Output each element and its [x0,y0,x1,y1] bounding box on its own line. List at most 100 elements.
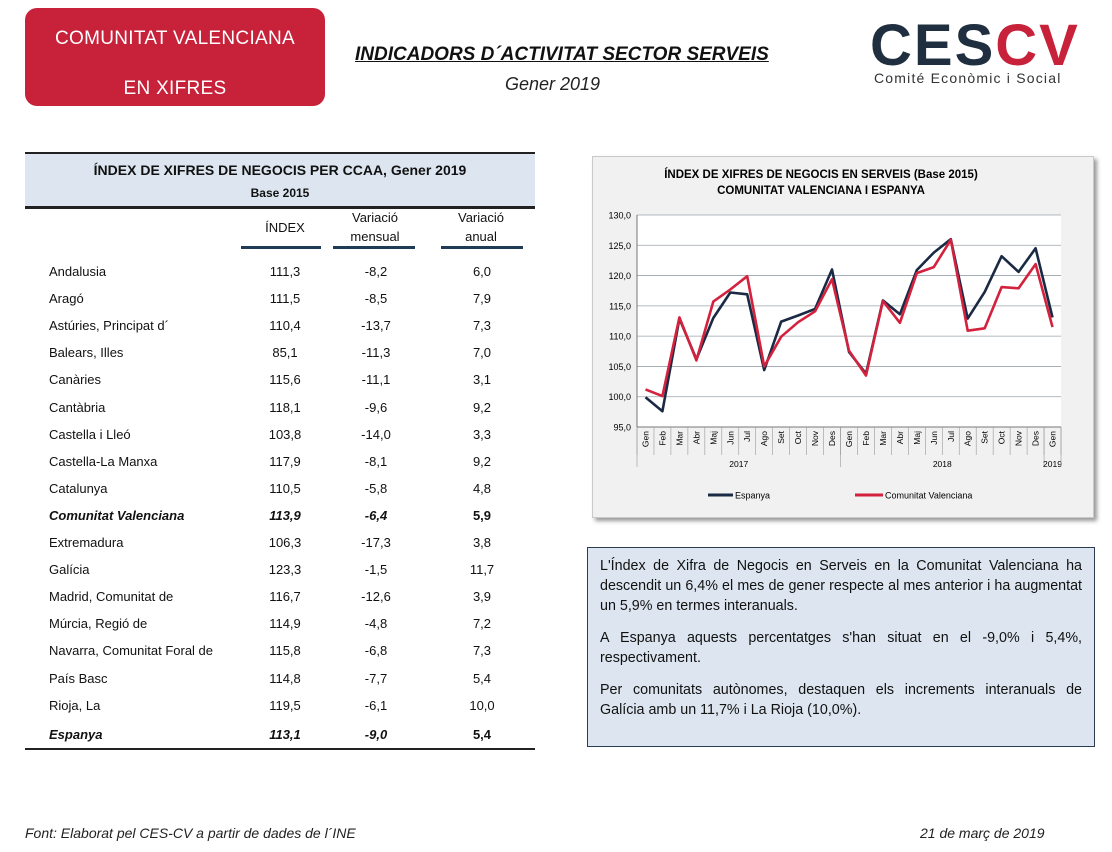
row-annual-change: 7,9 [472,291,492,307]
row-monthly-change: -12,6 [361,589,391,605]
y-tick-label: 130,0 [608,211,631,221]
row-index: 119,5 [269,697,301,713]
col-header-index: ÍNDEX [265,220,305,235]
table-row: Aragó 111,5 -8,5 7,9 [25,285,535,312]
x-tick-label: Des [827,431,837,446]
row-index: 113,9 [269,507,301,523]
col-header-mensual-line1: Variació [351,210,398,225]
table-row: Extremadura 106,3 -17,3 3,8 [25,529,535,556]
table-row: Madrid, Comunitat de 116,7 -12,6 3,9 [25,583,535,610]
table-bottom-rule [25,748,535,750]
table-row: Rioja, La 119,5 -6,1 10,0 [25,692,535,719]
row-monthly-change: -9,0 [364,726,388,742]
table-row: Cantàbria 118,1 -9,6 9,2 [25,394,535,421]
table-row: Navarra, Comunitat Foral de 115,8 -6,8 7,3 [25,637,535,664]
row-index: 115,6 [269,372,301,388]
row-index: 110,5 [269,480,301,496]
x-tick-label: Oct [793,430,803,444]
ces-cv-logo: CESCV Comité Econòmic i Social [870,13,1100,88]
row-monthly-change: -9,6 [364,399,388,415]
row-monthly-change: -4,8 [364,616,388,632]
row-annual-change: 5,4 [472,726,492,742]
row-index: 110,4 [269,318,301,334]
col-header-anual-line1: Variació [457,210,504,225]
row-name: Rioja, La [49,697,101,713]
badge-line-1: COMUNITAT VALENCIANA [54,28,295,49]
x-tick-label: Gen [640,431,650,447]
col-underline [333,246,415,249]
y-tick-label: 105,0 [608,362,631,372]
row-monthly-change: -5,8 [364,480,388,496]
row-annual-change: 11,7 [469,562,495,578]
row-monthly-change: -17,3 [361,535,391,550]
x-tick-label: Maj [708,431,718,445]
row-name: Navarra, Comunitat Foral de [49,643,214,659]
row-index: 116,7 [269,589,301,605]
row-monthly-change: -6,1 [364,697,388,713]
row-name: Cantàbria [49,399,106,415]
row-monthly-change: -14,0 [361,426,391,442]
row-name: Madrid, Comunitat de [49,589,174,605]
row-name: País Basc [49,670,108,686]
col-header-mensual-line2: mensual [350,229,400,244]
row-annual-change: 5,9 [472,507,492,523]
x-tick-label: Jun [725,431,735,445]
row-name: Balears, Illes [49,345,124,361]
x-tick-label: Abr [691,431,701,444]
row-name: Extremadura [49,535,124,550]
table-row: Comunitat Valenciana 113,9 -6,4 5,9 [25,502,535,529]
row-index: 115,8 [269,643,301,659]
x-tick-label: Mar [878,431,888,446]
x-tick-label: Gen [844,431,854,447]
row-index: 114,9 [269,616,301,632]
row-annual-change: 5,4 [472,670,492,686]
table-row: Astúries, Principat d´ 110,4 -13,7 7,3 [25,312,535,339]
x-tick-label: Mar [674,431,684,446]
row-index: 114,8 [269,670,301,686]
x-tick-label: Jun [929,431,939,445]
x-tick-label: Ago [759,431,769,446]
row-index: 111,5 [269,291,301,307]
row-name: Catalunya [49,480,108,496]
x-tick-label: Feb [861,431,871,446]
row-annual-change: 10,0 [469,697,495,713]
table-row: Castella-La Manxa 117,9 -8,1 9,2 [25,448,535,475]
x-tick-label: Nov [810,430,820,446]
y-tick-label: 110,0 [609,332,631,342]
table-header: ÍNDEX DE XIFRES DE NEGOCIS PER CCAA, Gen… [25,152,535,209]
row-index: 85,1 [272,345,298,361]
x-tick-label: Oct [997,430,1007,444]
row-index: 103,8 [268,426,302,442]
x-tick-label: Ago [963,431,973,446]
table-row: Catalunya 110,5 -5,8 4,8 [25,475,535,502]
row-name: Canàries [49,372,102,388]
ccaa-table: ÍNDEX DE XIFRES DE NEGOCIS PER CCAA, Gen… [25,152,535,742]
note-paragraph: L'Índex de Xifra de Negocis en Serveis e… [600,558,1082,614]
row-monthly-change: -6,4 [364,507,388,523]
row-name: Astúries, Principat d´ [49,318,169,334]
row-monthly-change: -11,1 [361,372,391,388]
row-name: Aragó [49,291,84,307]
table-row: Balears, Illes 85,1 -11,3 7,0 [25,339,535,366]
table-row: Múrcia, Regió de 114,9 -4,8 7,2 [25,610,535,637]
row-annual-change: 4,8 [472,480,492,496]
line-chart-panel: ÍNDEX DE XIFRES DE NEGOCIS EN SERVEIS (B… [592,156,1094,518]
chart-subtitle: COMUNITAT VALENCIANA I ESPANYA [717,185,925,197]
table-row: País Basc 114,8 -7,7 5,4 [25,665,535,692]
table-row: Castella i Lleó 103,8 -14,0 3,3 [25,421,535,448]
row-monthly-change: -11,3 [361,345,391,361]
col-header-mensual: Variació mensual [335,208,415,246]
row-name: Andalusia [49,264,107,279]
line-chart: ÍNDEX DE XIFRES DE NEGOCIS EN SERVEIS (B… [608,168,1062,501]
row-index: 118,1 [269,399,301,415]
x-tick-label: Nov [1014,430,1024,446]
row-annual-change: 3,3 [472,426,492,442]
legend-label-espanya: Espanya [735,491,770,501]
row-annual-change: 3,8 [472,535,492,550]
row-monthly-change: -1,5 [364,562,388,578]
x-tick-label: Feb [657,431,667,446]
row-monthly-change: -7,7 [364,670,388,686]
plot-area [637,215,1061,427]
row-index: 111,3 [269,264,301,279]
row-monthly-change: -8,5 [364,291,388,307]
